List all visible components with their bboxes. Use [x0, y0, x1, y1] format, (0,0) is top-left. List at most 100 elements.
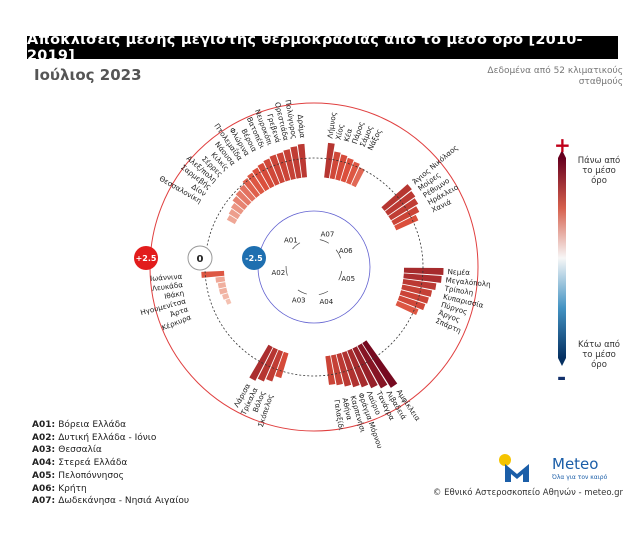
bar-Φράγμα Μόρνου: [341, 350, 360, 388]
region-code-A05: A05: [341, 275, 355, 283]
bar-Γρεβενά: [276, 152, 291, 182]
legend-code: A03:: [32, 445, 59, 456]
bar-Βέροια: [257, 162, 275, 189]
bar-Ιθάκη: [217, 282, 227, 289]
scale-zero-marker: [187, 245, 213, 271]
station-label: Χίος: [334, 123, 346, 140]
data-source-note: Δεδομένα από 52 κλιματικούς σταθμούς: [487, 66, 623, 87]
bar-Τρίκαλα: [257, 347, 278, 382]
bar-Αμφίκλεια: [362, 340, 398, 388]
bar-Μοίρες: [384, 191, 416, 216]
legend-code: A05:: [32, 470, 59, 481]
bar-Χανιά: [394, 214, 419, 231]
region-arc-A02: [285, 266, 288, 276]
bars-layer: [201, 142, 444, 389]
colorbar-minus-symbol: -: [557, 366, 567, 391]
region-code-A06: A06: [339, 247, 353, 255]
legend-code: A06:: [32, 483, 59, 494]
bar-Λάρισα: [249, 344, 273, 381]
bar-Βόλος: [266, 349, 284, 382]
bar-Θεσσαλονίκη: [226, 215, 238, 225]
region-arc-A01: [292, 242, 301, 250]
region-legend: A01: Βόρεια Ελλάδα A02: Δυτική Ελλάδα - Ι…: [32, 419, 189, 508]
meteo-logo: [499, 454, 529, 482]
legend-region-name: Θεσσαλία: [58, 445, 102, 456]
station-label: Λευκάδα: [151, 280, 183, 293]
bar-Λήμνος: [324, 142, 335, 179]
legend-row: A03: Θεσσαλία: [32, 444, 189, 457]
meteo-m-icon: [505, 464, 529, 482]
colorbar: [558, 150, 566, 366]
station-label: Δράμα: [296, 114, 307, 139]
bar-Ηγουμενίτσα: [218, 287, 228, 295]
bar-Ορεστιάδα: [283, 149, 296, 180]
scale-minus-label: -2.5: [245, 254, 263, 263]
legend-row: A04: Στερεά Ελλάδα: [32, 457, 189, 470]
bar-Φλώρινα: [252, 167, 270, 192]
bar-Αλεξ/πολη: [232, 196, 248, 211]
legend-code: A01:: [32, 420, 59, 430]
bar-Τρίπολη: [402, 278, 437, 291]
bar-Δίον: [228, 209, 241, 220]
region-arc-A07: [319, 239, 330, 244]
legend-code: A07:: [32, 496, 59, 507]
legend-row: A01: Βόρεια Ελλάδα: [32, 419, 189, 432]
bar-Πολύγυρος: [290, 146, 302, 179]
bar-Ιωάννινα: [201, 270, 225, 278]
sun-icon: [499, 454, 511, 466]
legend-row: A02: Δυτική Ελλάδα - Ιόνιο: [32, 432, 189, 445]
colorbar-bottom-label: Κάτω από το μέσο όρο: [577, 340, 621, 370]
bar-Καρπενήσι: [336, 352, 352, 387]
region-code-A02: A02: [271, 269, 285, 277]
legend-region-name: Δυτική Ελλάδα - Ιόνιο: [58, 432, 157, 443]
bar-Νεμέα: [403, 267, 444, 276]
scale-plus-label: +2.5: [136, 254, 157, 263]
bar-Δράμα: [297, 143, 308, 178]
bar-Άρτα: [222, 293, 230, 300]
chart-title: Αποκλίσεις μέσης μέγιστης θερμοκρασίας α…: [27, 32, 618, 64]
legend-row: A06: Κρήτη: [32, 483, 189, 496]
legend-code: A02:: [32, 432, 59, 443]
legend-region-name: Δωδεκάνησα - Νησιά Αιγαίου: [58, 496, 190, 507]
colorbar-top-label: Πάνω από το μέσο όρο: [577, 156, 621, 186]
station-label: Νεμέα: [447, 267, 470, 277]
bar-Σκόπελος: [275, 351, 289, 379]
region-code-A03: A03: [292, 297, 306, 305]
station-label: Ιωάννινα: [150, 272, 183, 283]
bar-Λευκάδα: [215, 276, 226, 283]
bar-Ρέθυμνο: [388, 198, 419, 221]
bar-Βατοπέδι: [263, 158, 280, 186]
station-label: Κέα: [342, 127, 354, 142]
scale-markers: +2.5 0 -2.5: [134, 245, 266, 271]
station-label: Μεγαλόπολη: [445, 275, 491, 288]
bar-Πύργος: [399, 290, 429, 304]
region-arc-A03: [297, 289, 307, 295]
bar-Κυπαρισσία: [401, 284, 433, 297]
credit-line: © Εθνικό Αστεροσκοπείο Αθηνών - meteo.gr: [432, 488, 623, 498]
bar-Χίος: [329, 151, 341, 180]
region-code-A07: A07: [321, 231, 335, 239]
bar-Λαύριο: [347, 348, 369, 388]
station-label: Ιθάκη: [163, 288, 184, 301]
colorbar-plus-symbol: +: [554, 133, 571, 157]
colorbar-top-arrow: [558, 150, 566, 158]
bar-Κιλκίς: [239, 184, 256, 202]
region-code-A04: A04: [319, 298, 333, 306]
bar-Γαλαξίδι: [325, 355, 336, 385]
bar-Τανάγρα: [352, 346, 378, 389]
legend-region-name: Κρήτη: [58, 483, 87, 494]
colorbar-bottom-arrow: [558, 358, 566, 366]
bar-Σαρμεβής: [230, 203, 244, 215]
logo-name: Meteo: [552, 455, 599, 473]
bar-Κέρκυρα: [225, 298, 232, 305]
scale-plus-marker: [134, 246, 158, 270]
bar-Σάμος: [346, 161, 360, 185]
colorbar-gradient: [558, 158, 566, 358]
region-arc-A05: [338, 270, 343, 281]
scale-zero-label: 0: [197, 254, 204, 265]
region-arc-A04: [318, 290, 329, 295]
scale-minus-marker: [242, 246, 266, 270]
bar-Σέρρες: [235, 190, 252, 206]
legend-region-name: Βόρεια Ελλάδα: [58, 420, 127, 430]
legend-row: A07: Δωδεκάνησα - Νησιά Αιγαίου: [32, 495, 189, 508]
